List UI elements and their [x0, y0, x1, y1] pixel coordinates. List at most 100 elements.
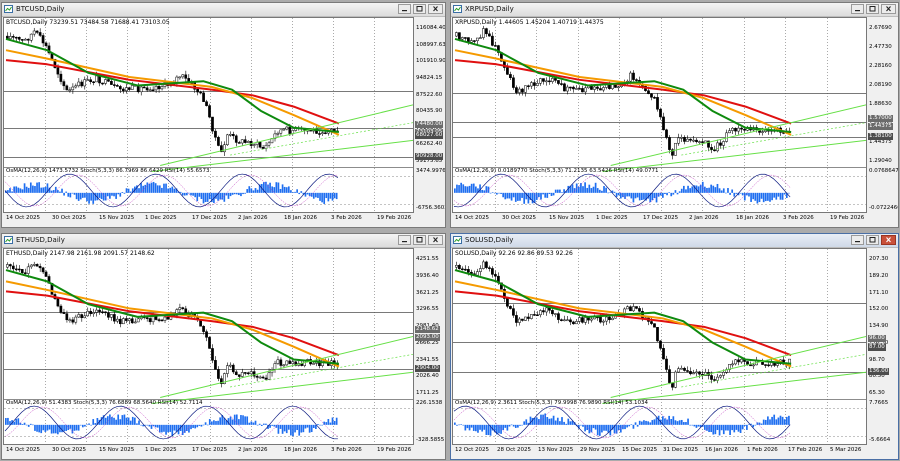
osma-bar: [693, 424, 696, 427]
osma-bar: [312, 424, 315, 429]
osma-bar: [748, 424, 750, 425]
candle-body: [231, 134, 235, 137]
price-tick-label: 2.28160: [869, 63, 892, 69]
osma-bar: [140, 424, 142, 426]
osma-bar: [502, 424, 505, 431]
price-tick-label: 2341.55: [416, 357, 439, 363]
osma-bar: [622, 192, 624, 198]
candle-body: [689, 371, 692, 375]
time-axis[interactable]: 14 Oct 2025 30 Oct 2025 15 Nov 2025 1 Dec 2…: [452, 213, 867, 225]
price-axis[interactable]: 116084.40 108997.63 101910.90 94824.15 87522…: [414, 17, 445, 213]
osma-bar: [227, 418, 230, 425]
time-axis[interactable]: 14 Oct 2025 30 Oct 2025 15 Nov 2025 1 Dec 2…: [3, 445, 414, 457]
time-tick-label: 19 Feb 2026: [377, 447, 412, 453]
chart-window-icon: [4, 236, 13, 244]
osma-bar: [102, 192, 105, 201]
osma-bar: [19, 188, 22, 193]
maximize-button[interactable]: [866, 4, 879, 14]
minimize-button[interactable]: [851, 4, 864, 14]
candle-body: [86, 310, 89, 317]
price-axis[interactable]: 2.676902.477302.281602.081901.886301.686…: [867, 17, 898, 213]
candle-body: [121, 88, 125, 92]
osma-bar: [150, 182, 153, 193]
candle-body: [542, 78, 545, 82]
osma-bar: [244, 416, 246, 425]
window-titlebar[interactable]: XRPUSD,Daily: [451, 3, 898, 17]
close-button[interactable]: [428, 4, 443, 14]
osma-bar: [546, 417, 549, 425]
time-axis[interactable]: 12 Oct 2025 28 Oct 2025 13 Nov 2025 29 Nov …: [452, 445, 867, 457]
candle-body: [740, 358, 743, 363]
candle-body: [237, 374, 241, 377]
osma-bar: [63, 424, 65, 432]
close-button[interactable]: [881, 235, 896, 245]
chart-plot-area[interactable]: BTCUSD,Daily 73239.51 73484.58 71688.41 …: [3, 17, 414, 213]
time-axis[interactable]: 14 Oct 2025 30 Oct 2025 15 Nov 2025 1 Dec 2…: [3, 213, 414, 225]
minimize-button[interactable]: [851, 235, 864, 245]
osma-bar: [127, 417, 130, 425]
indicator-tick-label: 0.0768647: [869, 168, 899, 174]
osma-bar: [36, 182, 38, 193]
candle-body: [698, 371, 701, 375]
candle-body: [539, 78, 542, 84]
candle-body: [650, 321, 653, 324]
chart-plot-area[interactable]: ETHUSD,Daily 2147.98 2161.98 2091.57 214…: [3, 248, 414, 445]
osma-bar: [617, 192, 620, 196]
maximize-button[interactable]: [413, 4, 426, 14]
osma-bar: [121, 415, 124, 425]
candle-body: [160, 319, 164, 322]
chart-window-btcusd[interactable]: BTCUSD,Daily BTCUSD,Daily 73239.51 73484.…: [1, 2, 446, 228]
osma-bar: [21, 424, 24, 425]
trend-line-upper: [610, 104, 866, 166]
osma-bar: [586, 187, 589, 193]
osma-bar: [722, 424, 725, 435]
chart-plot-area[interactable]: SOLUSD,Daily 92.26 92.86 89.53 92.26 OsMA…: [452, 248, 867, 445]
osma-bar: [152, 181, 155, 193]
osma-bar: [527, 422, 530, 425]
osma-bar: [569, 421, 572, 425]
window-titlebar[interactable]: SOLUSD,Daily: [451, 234, 898, 248]
chart-window-ethusd[interactable]: ETHUSD,Daily ETHUSD,Daily 2147.98 2161.98…: [1, 233, 446, 460]
osma-bar: [588, 184, 591, 193]
chart-window-xrpusd[interactable]: XRPUSD,Daily XRPUSD,Daily 1.44605 1.45204…: [450, 2, 899, 228]
osma-bar: [265, 423, 267, 425]
osma-bar: [464, 186, 467, 193]
osma-bar: [678, 420, 681, 425]
price-axis[interactable]: 4251.553936.403621.253296.552981.402666.…: [414, 248, 444, 445]
ma-200-line: [5, 290, 340, 357]
osma-bar: [94, 192, 97, 201]
close-button[interactable]: [428, 235, 443, 245]
osma-bar: [598, 424, 601, 436]
candle-body: [674, 371, 677, 388]
osma-bar: [117, 414, 120, 425]
osma-bar: [88, 423, 90, 425]
osma-bar: [743, 192, 746, 201]
candle-body: [119, 318, 122, 325]
osma-bar: [75, 192, 78, 200]
osma-bar: [508, 424, 511, 427]
osma-bar: [325, 192, 328, 199]
maximize-button[interactable]: [866, 235, 879, 245]
price-axis[interactable]: 207.30189.20171.10152.00134.90116.3098.7…: [867, 248, 895, 445]
maximize-button[interactable]: [413, 235, 426, 245]
candle-body: [671, 149, 674, 156]
candle-body: [590, 318, 593, 321]
window-titlebar[interactable]: BTCUSD,Daily: [2, 3, 445, 17]
close-button[interactable]: [881, 4, 896, 14]
minimize-button[interactable]: [398, 4, 411, 14]
ma-50-line: [454, 37, 792, 133]
window-titlebar[interactable]: ETHUSD,Daily: [2, 234, 445, 248]
candle-body: [23, 272, 27, 274]
osma-bar: [312, 192, 315, 199]
chart-window-solusd[interactable]: SOLUSD,Daily SOLUSD,Daily 92.26 92.86 89.…: [450, 233, 899, 460]
candle-body: [56, 298, 60, 307]
osma-bar: [756, 192, 759, 204]
osma-bar: [517, 192, 519, 201]
minimize-button[interactable]: [398, 235, 411, 245]
osma-bar: [106, 416, 109, 425]
osma-bar: [477, 424, 479, 433]
osma-bar: [569, 185, 572, 193]
candle-body: [485, 28, 488, 35]
chart-plot-area[interactable]: XRPUSD,Daily 1.44605 1.45204 1.40719 1.4…: [452, 17, 867, 213]
candle-body: [267, 372, 271, 380]
